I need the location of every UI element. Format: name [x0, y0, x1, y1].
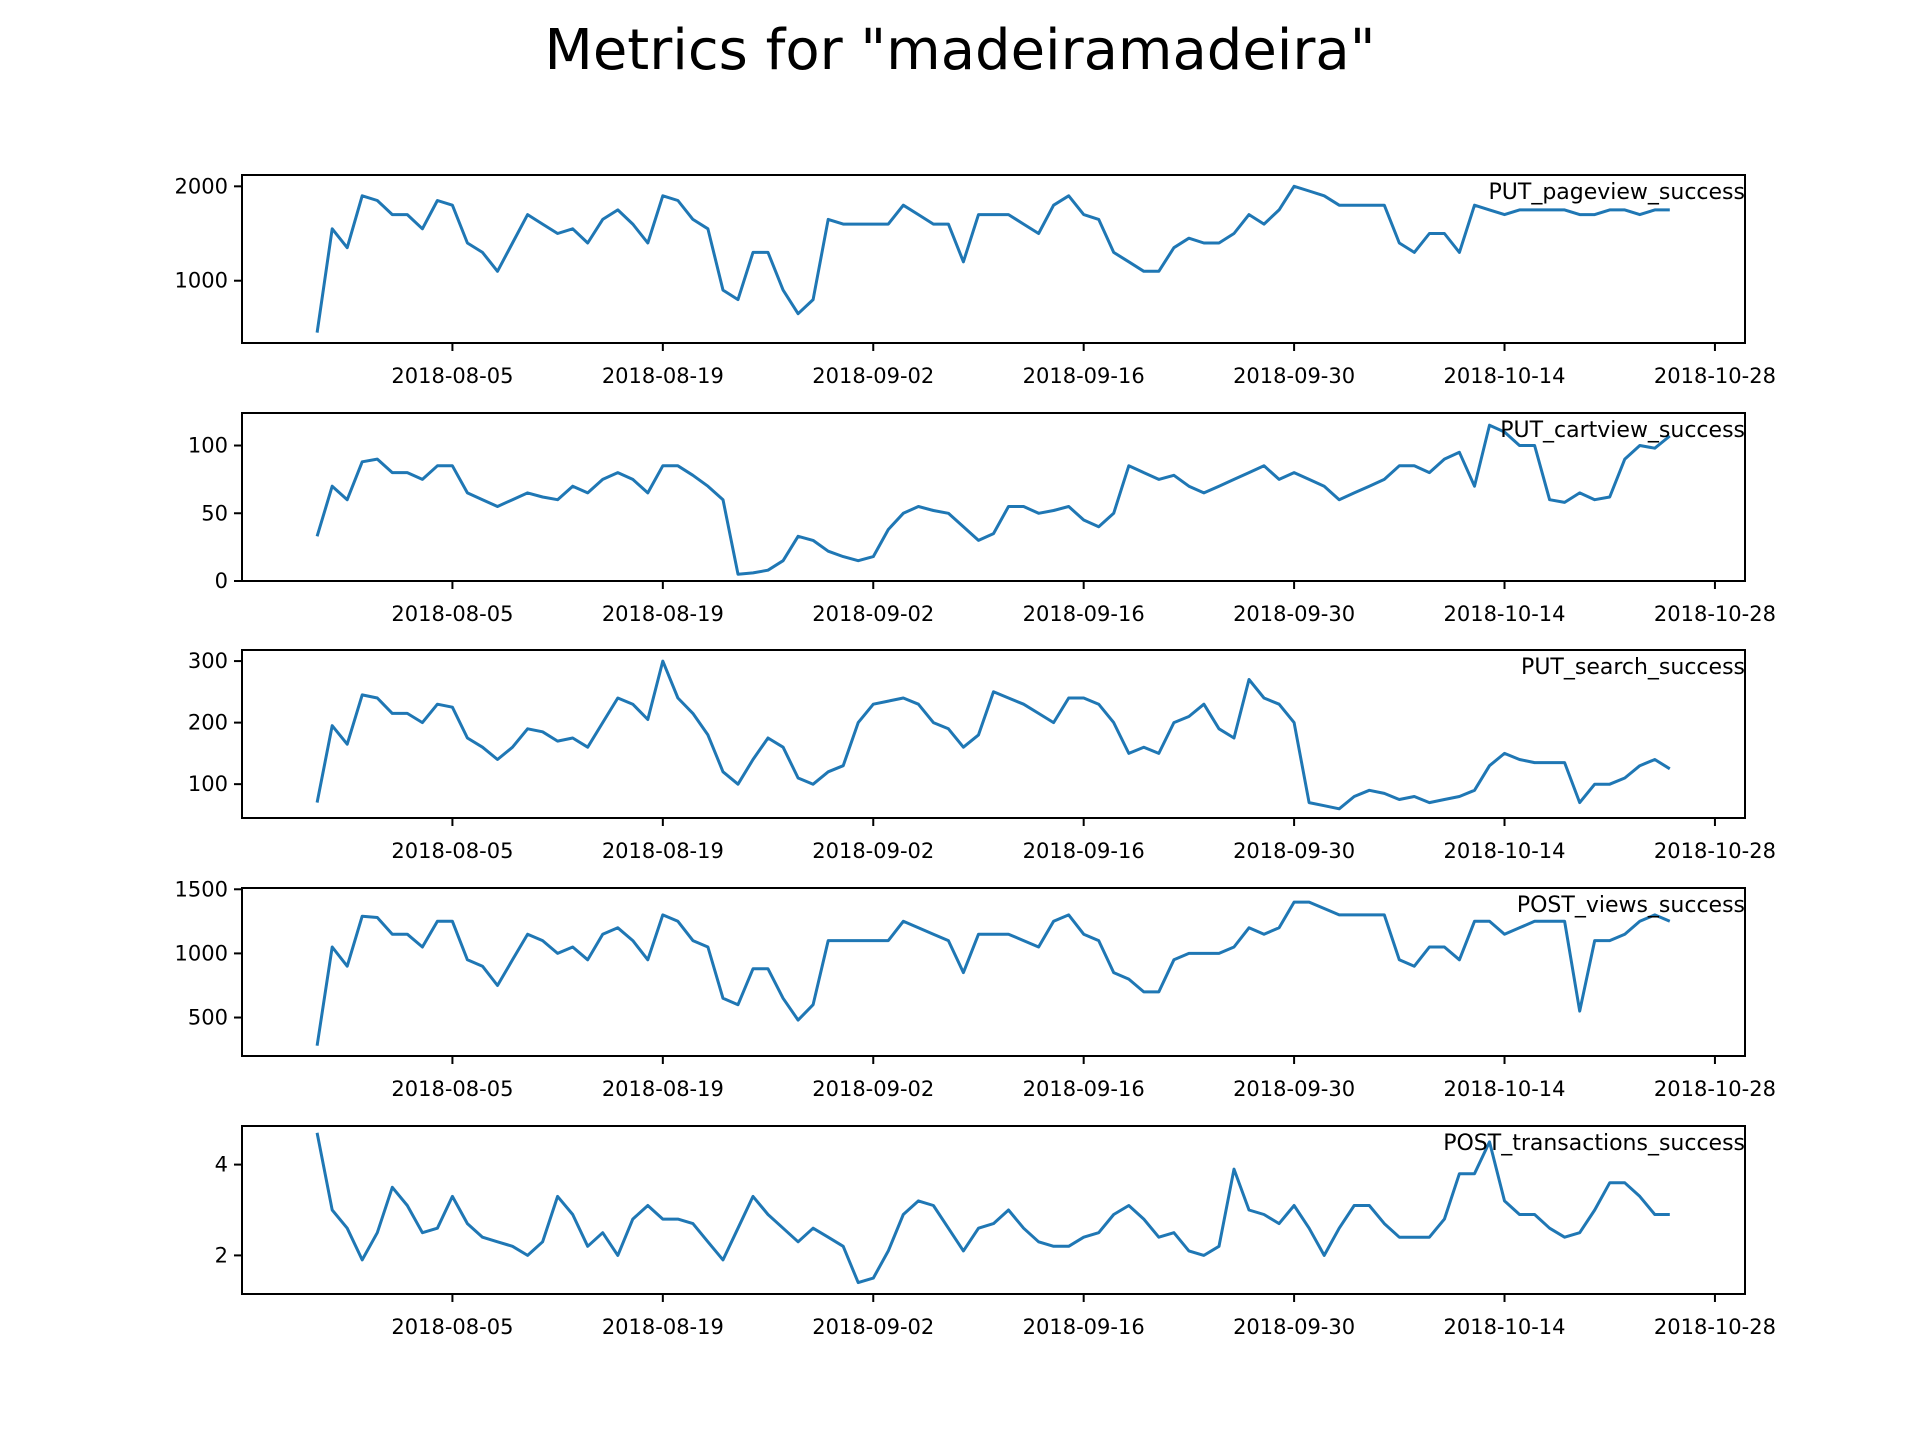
figure-title: Metrics for "madeiramadeira"	[544, 18, 1376, 83]
y-tick-label: 500	[188, 1006, 228, 1030]
panel-label: PUT_cartview_success	[1500, 418, 1745, 443]
x-tick-label: 2018-09-16	[1023, 1077, 1145, 1101]
y-tick-label: 300	[188, 649, 228, 673]
x-tick-label: 2018-08-05	[391, 839, 513, 863]
x-tick-label: 2018-09-02	[812, 1315, 934, 1339]
x-tick-label: 2018-08-19	[602, 602, 724, 626]
x-tick-label: 2018-08-19	[602, 839, 724, 863]
x-tick-label: 2018-09-30	[1233, 364, 1355, 388]
x-tick-label: 2018-09-16	[1023, 602, 1145, 626]
axes-frame	[241, 412, 1746, 582]
series-line-POST_views_success	[315, 900, 1671, 1046]
x-tick-label: 2018-09-30	[1233, 1077, 1355, 1101]
y-tick-label: 100	[188, 434, 228, 458]
y-tick-label: 1500	[175, 877, 228, 901]
panel-label: POST_views_success	[1517, 893, 1745, 918]
axes-frame	[241, 174, 1746, 344]
x-tick-label: 2018-10-14	[1443, 839, 1565, 863]
x-tick-label: 2018-10-28	[1654, 1315, 1776, 1339]
x-tick-label: 2018-09-02	[812, 364, 934, 388]
panel-PUT_cartview_success: 2018-08-05 2018-08-19 2018-09-02 2018-09-16…	[188, 412, 1776, 626]
x-tick-label: 2018-08-19	[602, 1315, 724, 1339]
x-tick-label: 2018-10-14	[1443, 1315, 1565, 1339]
x-tick-label: 2018-10-28	[1654, 1077, 1776, 1101]
y-tick-label: 4	[215, 1153, 228, 1177]
x-tick-label: 2018-09-02	[812, 1077, 934, 1101]
x-tick-label: 2018-09-16	[1023, 1315, 1145, 1339]
x-tick-label: 2018-08-05	[391, 1077, 513, 1101]
series-line-PUT_pageview_success	[315, 184, 1670, 333]
panel-POST_views_success: 2018-08-05 2018-08-19 2018-09-02 2018-09-16…	[175, 877, 1776, 1101]
x-tick-label: 2018-10-28	[1654, 364, 1776, 388]
x-tick-label: 2018-10-14	[1443, 1077, 1565, 1101]
x-tick-label: 2018-08-19	[602, 364, 724, 388]
y-tick-label: 50	[201, 501, 228, 525]
y-tick-label: 1000	[175, 269, 228, 293]
y-tick-label: 1000	[175, 941, 228, 965]
y-tick-label: 100	[188, 772, 228, 796]
panel-label: POST_transactions_success	[1443, 1131, 1745, 1156]
x-tick-label: 2018-09-02	[812, 839, 934, 863]
y-tick-label: 2000	[175, 174, 228, 198]
y-tick-label: 2	[215, 1243, 228, 1267]
x-tick-label: 2018-10-28	[1654, 839, 1776, 863]
panel-PUT_search_success: 2018-08-05 2018-08-19 2018-09-02 2018-09-16…	[188, 649, 1776, 863]
axes-frame	[241, 887, 1746, 1057]
x-tick-label: 2018-10-14	[1443, 364, 1565, 388]
axes-frame	[241, 649, 1746, 819]
x-tick-label: 2018-09-16	[1023, 364, 1145, 388]
panel-PUT_pageview_success: 2018-08-05 2018-08-19 2018-09-02 2018-09-16…	[175, 174, 1776, 388]
x-tick-label: 2018-10-28	[1654, 602, 1776, 626]
x-tick-label: 2018-09-02	[812, 602, 934, 626]
x-tick-label: 2018-08-05	[391, 364, 513, 388]
x-tick-label: 2018-08-19	[602, 1077, 724, 1101]
x-tick-label: 2018-09-30	[1233, 602, 1355, 626]
x-tick-label: 2018-09-16	[1023, 839, 1145, 863]
series-line-PUT_search_success	[315, 659, 1671, 811]
x-tick-label: 2018-09-30	[1233, 839, 1355, 863]
axes-frame	[241, 1125, 1746, 1295]
y-tick-label: 200	[188, 711, 228, 735]
x-tick-label: 2018-09-30	[1233, 1315, 1355, 1339]
panel-label: PUT_search_success	[1521, 655, 1745, 680]
panel-label: PUT_pageview_success	[1489, 180, 1745, 205]
x-tick-label: 2018-08-05	[391, 1315, 513, 1339]
series-line-POST_transactions_success	[315, 1132, 1670, 1285]
y-tick-label: 0	[215, 569, 228, 593]
x-tick-label: 2018-10-14	[1443, 602, 1565, 626]
x-tick-label: 2018-08-05	[391, 602, 513, 626]
panel-POST_transactions_success: 2018-08-05 2018-08-19 2018-09-02 2018-09-16…	[215, 1125, 1776, 1339]
series-line-PUT_cartview_success	[315, 423, 1671, 576]
